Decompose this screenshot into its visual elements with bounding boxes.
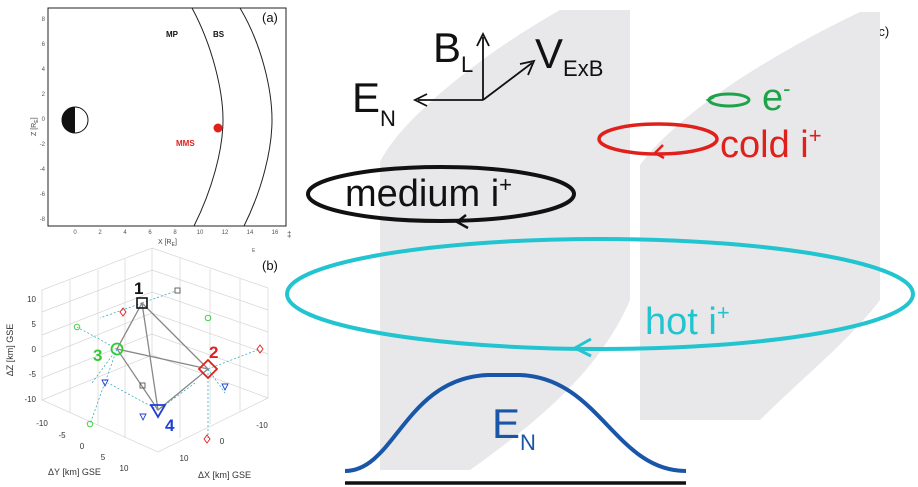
projection-markers — [73, 287, 264, 444]
y-tick: -2 — [40, 142, 46, 148]
y-tick: 4 — [42, 67, 46, 73]
magnetopause-curve — [191, 7, 224, 227]
x-tick: 12 — [222, 230, 229, 236]
spacecraft-3-label: 3 — [93, 346, 102, 365]
hot-ion-orbit-arrow — [571, 337, 592, 358]
panel-b-grid — [41, 247, 269, 453]
mms-label: MMS — [176, 139, 195, 148]
cold-ion-label: cold i+ — [720, 123, 822, 166]
panel-b-x-ticks: 10 0 -10 — [180, 421, 269, 463]
projection-lines — [76, 290, 261, 438]
spacecraft-4-marker — [149, 404, 167, 419]
coordinate-axes — [412, 31, 536, 107]
panel-b-x-axis-label: ΔX [km] GSE — [198, 470, 251, 480]
hot-ion-orbit — [285, 237, 915, 351]
x-tick: 4 — [123, 230, 127, 236]
bs-label: BS — [213, 30, 225, 39]
panel-b-label: (b) — [262, 258, 278, 273]
electron-orbit-arrow — [705, 95, 715, 106]
panel-a: (a) 8 6 4 2 0 -2 -4 -6 -8 0 2 4 6 8 10 1… — [0, 0, 292, 258]
z-tick: -10 — [24, 395, 36, 404]
y-tick: 8 — [42, 17, 46, 23]
corner-mark: ‡ — [287, 230, 291, 239]
panel-c: (c) BL VExB EN e- cold i+ medium i+ — [285, 10, 915, 485]
spacecraft-1-marker — [136, 297, 148, 309]
earth-icon — [61, 106, 89, 134]
y-tick: 0 — [80, 442, 85, 451]
mms-tetrahedron — [116, 301, 209, 411]
y-tick: -10 — [36, 419, 48, 428]
x-tick: 14 — [247, 230, 254, 236]
panel-b-y-ticks: -10 -5 0 5 10 — [36, 419, 129, 473]
medium-ion-label: medium i+ — [345, 172, 512, 215]
y-tick: -6 — [40, 192, 46, 198]
panel-a-y-axis-label: Z [RE] — [31, 117, 40, 136]
z-tick: 0 — [32, 345, 37, 354]
x-tick: 6 — [148, 230, 152, 236]
b-field-label: BL — [433, 24, 473, 77]
x-tick: 10 — [180, 454, 189, 463]
spacecraft-2-label: 2 — [209, 343, 218, 362]
x-tick: 0 — [220, 437, 225, 446]
z-tick: 10 — [27, 295, 36, 304]
v-exb-label: VExB — [535, 30, 603, 81]
panel-b: (b) E — [5, 247, 278, 480]
en-profile-label: EN — [492, 400, 536, 455]
electron-label: e- — [762, 76, 790, 119]
y-tick: -4 — [40, 167, 46, 173]
y-tick: -5 — [58, 431, 66, 440]
x-tick: 0 — [73, 230, 77, 236]
en-profile-curve — [344, 373, 687, 473]
x-tick: 8 — [173, 230, 177, 236]
spacecraft-3-marker — [110, 342, 124, 356]
panel-b-z-axis-label: ΔZ [km] GSE — [5, 324, 15, 377]
medium-ion-orbit — [306, 165, 576, 223]
spacecraft-2-marker — [197, 358, 219, 380]
top-axis-mark: E — [252, 248, 256, 254]
hot-ion-label: hot i+ — [645, 300, 730, 343]
x-tick: 10 — [197, 230, 204, 236]
medium-ion-orbit-arrow — [454, 214, 469, 230]
y-tick: 6 — [42, 42, 46, 48]
mp-label: MP — [166, 30, 179, 39]
panel-a-x-axis-label: X [RE] — [158, 239, 177, 248]
y-tick: 5 — [101, 453, 106, 462]
z-tick: 5 — [32, 320, 37, 329]
panel-a-y-ticks: 8 6 4 2 0 -2 -4 -6 -8 — [40, 17, 46, 223]
panel-b-z-ticks: 10 5 0 -5 -10 — [24, 295, 36, 404]
panel-b-y-axis-label: ΔY [km] GSE — [48, 467, 101, 477]
y-tick: 2 — [42, 92, 46, 98]
x-tick: 2 — [98, 230, 102, 236]
bow-shock-curve — [239, 7, 273, 227]
panel-a-x-ticks: 0 2 4 6 8 10 12 14 16 — [73, 230, 279, 236]
cold-ion-orbit-arrow — [652, 144, 665, 160]
mms-marker — [213, 123, 223, 133]
x-tick: 16 — [272, 230, 279, 236]
z-tick: -5 — [29, 370, 37, 379]
e-field-label: EN — [352, 74, 396, 131]
current-sheet-right — [640, 12, 880, 420]
x-tick: -10 — [256, 421, 268, 430]
y-tick: -8 — [40, 217, 46, 223]
y-tick: 0 — [42, 117, 46, 123]
panel-a-label: (a) — [262, 10, 278, 25]
y-tick: 10 — [120, 464, 129, 473]
spacecraft-4-label: 4 — [165, 416, 175, 435]
spacecraft-1-label: 1 — [134, 279, 143, 298]
